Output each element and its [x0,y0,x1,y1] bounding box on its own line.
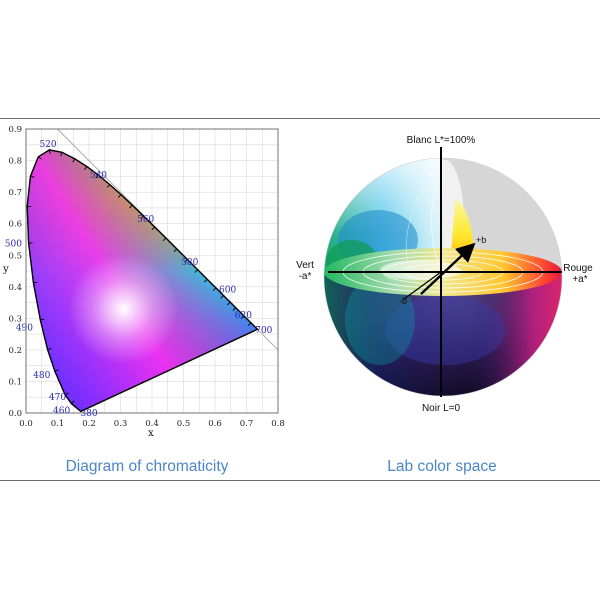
plot-frame [25,128,279,414]
lab-sphere: Blanc L*=100% Noir L=0 Vert -a* Rouge +a… [296,135,593,414]
wavelength-label: 540 [90,171,107,181]
label-minus-b: -b [399,296,407,306]
wavelength-label: 460 [53,406,70,416]
wavelength-label: 700 [255,326,272,336]
y-tick-label: 0.2 [8,346,22,356]
chromaticity-caption: Diagram of chromaticity [65,458,229,475]
b-axis-negative [403,271,442,300]
x-tick-label: 0.1 [51,419,65,429]
bottom-divider [0,480,600,481]
y-axis-label: y [2,264,9,275]
y-tick-label: 0.5 [8,251,22,261]
y-tick-label: 0.1 [8,377,22,387]
label-plus-b: +b [476,235,486,245]
wavelength-label: 520 [39,140,56,150]
x-tick-label: 0.4 [145,419,159,429]
wavelength-label: 620 [235,311,252,321]
label-red-line1: Rouge [563,263,593,274]
label-green-line1: Vert [296,260,314,271]
y-tick-label: 0.8 [8,157,22,167]
x-tick-label: 0.8 [271,419,285,429]
x-tick-label: 0.2 [82,419,96,429]
label-red-line2: +a* [572,274,587,285]
x-tick-labels: 0.0 0.1 0.2 0.3 0.4 0.5 0.6 0.7 0.8 [19,419,285,429]
label-white-top: Blanc L*=100% [407,135,476,146]
y-tick-labels: 0.0 0.1 0.2 0.3 0.4 0.5 0.6 0.7 0.8 0.9 [8,125,22,419]
wavelength-label: 380 [80,409,97,419]
wavelength-label: 470 [49,393,66,403]
y-tick-label: 0.4 [8,283,22,293]
top-divider [0,118,600,119]
wavelength-label: 480 [33,371,50,381]
label-green-line2: -a* [299,271,312,282]
x-tick-label: 0.6 [208,419,222,429]
x-axis-label: x [148,428,154,439]
chromaticity-diagram: 0.0 0.1 0.2 0.3 0.4 0.5 0.6 0.7 0.8 0.0 0.1 0.2 0.3… [2,125,285,439]
wavelength-label: 580 [181,258,198,268]
wavelength-label: 600 [219,286,236,296]
x-tick-label: 0.5 [177,419,191,429]
y-tick-label: 0.7 [8,188,22,198]
lab-caption: Lab color space [387,458,497,475]
label-black-bottom: Noir L=0 [422,403,461,414]
b-axis-arrow [420,242,476,295]
y-tick-label: 0.3 [8,314,22,324]
wavelength-label: 490 [16,323,33,333]
x-tick-label: 0.3 [114,419,128,429]
x-tick-label: 0.7 [240,419,254,429]
y-tick-label: 0.9 [8,125,22,135]
spectral-locus [26,149,259,413]
wavelength-label: 500 [5,239,22,249]
wavelength-label: 560 [137,215,154,225]
y-tick-label: 0.0 [8,409,22,419]
locus-ticks [27,149,252,404]
x-tick-label: 0.0 [19,419,33,429]
y-tick-label: 0.6 [8,220,22,230]
